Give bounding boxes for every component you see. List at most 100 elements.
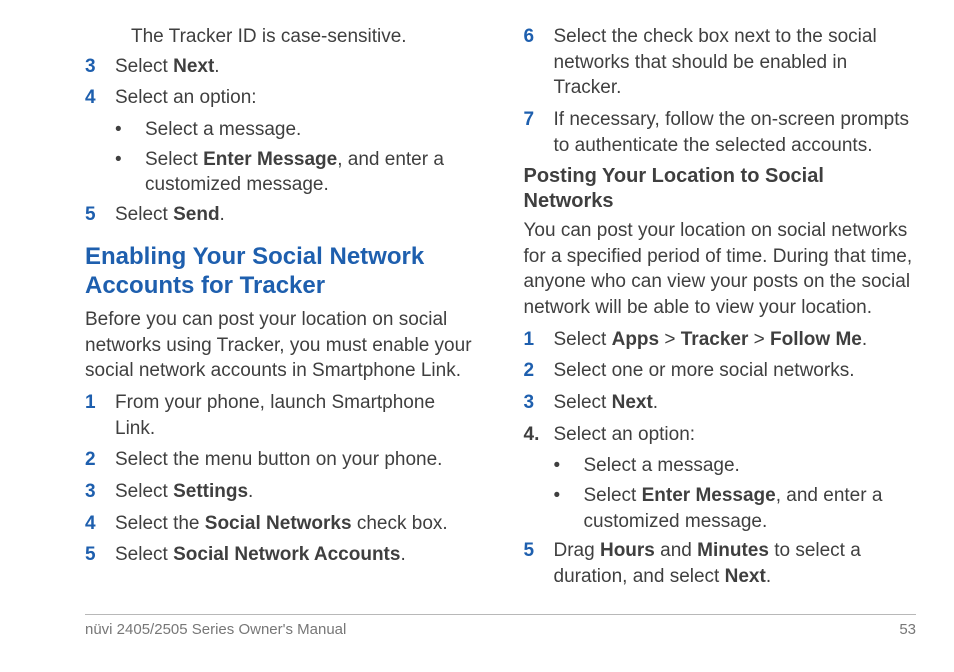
bold-text: Social Networks xyxy=(205,513,352,534)
bold-text: Tracker xyxy=(681,329,749,350)
step-body: Select Next. xyxy=(554,390,917,416)
step-number: 4. xyxy=(524,422,554,448)
text: Select xyxy=(115,56,173,77)
text: . xyxy=(400,544,405,565)
note-text: The Tracker ID is case-sensitive. xyxy=(85,24,478,50)
text: Select xyxy=(115,204,173,225)
step-body: Select the Social Networks check box. xyxy=(115,511,478,537)
step-number: 2 xyxy=(85,447,115,473)
step-body: Select Send. xyxy=(115,202,478,228)
step-number: 2 xyxy=(524,358,554,384)
bold-text: Next xyxy=(173,56,214,77)
page: The Tracker ID is case-sensitive. 3 Sele… xyxy=(0,0,954,672)
text: Drag xyxy=(554,540,600,561)
bold-text: Hours xyxy=(600,540,655,561)
list-item: 3 Select Next. xyxy=(85,54,478,80)
bold-text: Follow Me xyxy=(770,329,862,350)
step-body: Select Settings. xyxy=(115,479,478,505)
text: check box. xyxy=(352,513,448,534)
bullet-item: • Select a message. xyxy=(85,117,478,143)
text: . xyxy=(766,566,771,587)
bullet-item: • Select a message. xyxy=(524,453,917,479)
step-body: From your phone, launch Smartphone Link. xyxy=(115,390,478,441)
paragraph: You can post your location on social net… xyxy=(524,218,917,321)
text: . xyxy=(220,204,225,225)
step-body: Select the check box next to the social … xyxy=(554,24,917,101)
step-number: 7 xyxy=(524,107,554,158)
step-body: Select Apps > Tracker > Follow Me. xyxy=(554,327,917,353)
step-body: Select the menu button on your phone. xyxy=(115,447,478,473)
bold-text: Enter Message xyxy=(203,149,337,170)
step-number: 1 xyxy=(524,327,554,353)
step-body: Select one or more social networks. xyxy=(554,358,917,384)
bold-text: Minutes xyxy=(697,540,769,561)
footer-title: nüvi 2405/2505 Series Owner's Manual xyxy=(85,621,346,638)
section-heading: Enabling Your Social Network Accounts fo… xyxy=(85,243,478,301)
text: Select xyxy=(554,392,612,413)
text: . xyxy=(862,329,867,350)
list-item: 7 If necessary, follow the on-screen pro… xyxy=(524,107,917,158)
bullet: • xyxy=(115,147,145,198)
text: Select xyxy=(145,149,203,170)
step-number: 5 xyxy=(85,542,115,568)
bold-text: Next xyxy=(612,392,653,413)
bullet-item: • Select Enter Message, and enter a cust… xyxy=(524,483,917,534)
text: Select xyxy=(554,329,612,350)
list-item: 5 Select Send. xyxy=(85,202,478,228)
step-body: Drag Hours and Minutes to select a durat… xyxy=(554,538,917,589)
bold-text: Enter Message xyxy=(642,485,776,506)
bullet: • xyxy=(115,117,145,143)
subsection-heading: Posting Your Location to Social Networks xyxy=(524,164,917,214)
bullet: • xyxy=(554,453,584,479)
bold-text: Send xyxy=(173,204,219,225)
step-body: If necessary, follow the on-screen promp… xyxy=(554,107,917,158)
step-number: 3 xyxy=(85,54,115,80)
bullet-body: Select a message. xyxy=(145,117,478,143)
step-body: Select an option: xyxy=(554,422,917,448)
list-item: 4 Select the Social Networks check box. xyxy=(85,511,478,537)
bold-text: Settings xyxy=(173,481,248,502)
bullet-body: Select Enter Message, and enter a custom… xyxy=(145,147,478,198)
bullet-body: Select Enter Message, and enter a custom… xyxy=(584,483,917,534)
list-item: 5 Select Social Network Accounts. xyxy=(85,542,478,568)
text: . xyxy=(214,56,219,77)
left-column: The Tracker ID is case-sensitive. 3 Sele… xyxy=(85,24,478,596)
text: > xyxy=(748,329,770,350)
step-number: 3 xyxy=(524,390,554,416)
list-item: 2 Select the menu button on your phone. xyxy=(85,447,478,473)
columns: The Tracker ID is case-sensitive. 3 Sele… xyxy=(85,24,916,596)
bold-text: Social Network Accounts xyxy=(173,544,400,565)
text: and xyxy=(655,540,697,561)
list-item: 1 Select Apps > Tracker > Follow Me. xyxy=(524,327,917,353)
step-number: 3 xyxy=(85,479,115,505)
step-number: 1 xyxy=(85,390,115,441)
list-item: 4. Select an option: xyxy=(524,422,917,448)
text: Select xyxy=(115,481,173,502)
list-item: 1 From your phone, launch Smartphone Lin… xyxy=(85,390,478,441)
page-number: 53 xyxy=(899,621,916,638)
text: . xyxy=(653,392,658,413)
page-footer: nüvi 2405/2505 Series Owner's Manual 53 xyxy=(85,614,916,638)
text: > xyxy=(659,329,681,350)
step-number: 4 xyxy=(85,85,115,111)
list-item: 5 Drag Hours and Minutes to select a dur… xyxy=(524,538,917,589)
text: Select xyxy=(115,544,173,565)
step-body: Select an option: xyxy=(115,85,478,111)
right-column: 6 Select the check box next to the socia… xyxy=(524,24,917,596)
bold-text: Next xyxy=(725,566,766,587)
bullet-body: Select a message. xyxy=(584,453,917,479)
list-item: 3 Select Next. xyxy=(524,390,917,416)
bullet: • xyxy=(554,483,584,534)
bullet-item: • Select Enter Message, and enter a cust… xyxy=(85,147,478,198)
step-body: Select Next. xyxy=(115,54,478,80)
list-item: 2 Select one or more social networks. xyxy=(524,358,917,384)
step-body: Select Social Network Accounts. xyxy=(115,542,478,568)
list-item: 3 Select Settings. xyxy=(85,479,478,505)
step-number: 6 xyxy=(524,24,554,101)
paragraph: Before you can post your location on soc… xyxy=(85,307,478,384)
step-number: 5 xyxy=(85,202,115,228)
list-item: 6 Select the check box next to the socia… xyxy=(524,24,917,101)
text: . xyxy=(248,481,253,502)
text: Select the xyxy=(115,513,205,534)
text: Select xyxy=(584,485,642,506)
